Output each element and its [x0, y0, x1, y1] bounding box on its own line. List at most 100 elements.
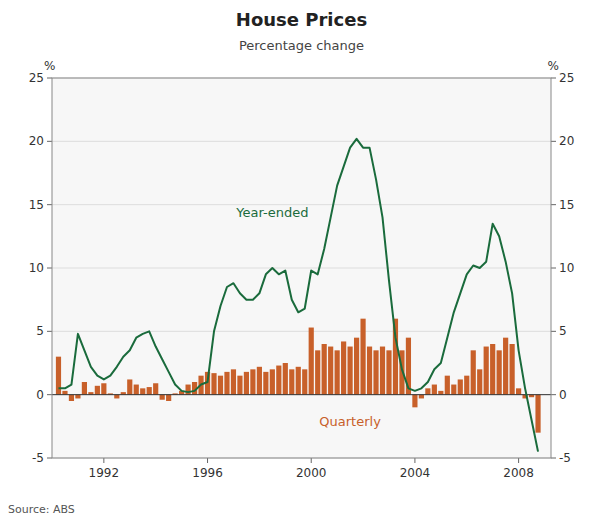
annotation: Quarterly — [319, 414, 381, 429]
bar — [289, 369, 294, 394]
bar — [535, 395, 540, 433]
bar — [127, 379, 132, 394]
y-tick — [47, 268, 52, 269]
bar — [211, 373, 216, 395]
bar — [367, 347, 372, 395]
y2-tick — [551, 268, 556, 269]
source: Source: ABS — [8, 503, 75, 516]
line — [58, 139, 538, 452]
x-tick-label: 2000 — [296, 466, 327, 480]
marks — [52, 139, 551, 452]
bar — [309, 328, 314, 395]
bar — [471, 350, 476, 394]
bar — [412, 395, 417, 408]
bar — [140, 388, 145, 394]
x-tick — [103, 458, 104, 463]
bar — [315, 350, 320, 394]
y2-tick-label: 25 — [559, 71, 574, 85]
y-tick — [47, 394, 52, 395]
bar — [224, 372, 229, 395]
bar — [373, 350, 378, 394]
bar — [250, 369, 255, 394]
chart: House Prices Percentage change%% Source: A… — [0, 0, 603, 521]
bar — [62, 391, 67, 395]
bar — [445, 376, 450, 395]
bar — [341, 341, 346, 394]
y-tick-label: 0 — [36, 388, 44, 402]
bar — [497, 350, 502, 394]
y2-tick — [551, 331, 556, 332]
y2-tick — [551, 394, 556, 395]
bar — [510, 344, 515, 395]
bar — [82, 382, 87, 395]
bar — [134, 385, 139, 395]
bar — [464, 376, 469, 395]
bar — [153, 383, 158, 394]
grid-line — [52, 331, 551, 332]
y-tick — [47, 331, 52, 332]
plot-area — [52, 78, 551, 458]
y-tick-label: 20 — [29, 134, 44, 148]
bar — [101, 383, 106, 394]
x-tick — [207, 458, 208, 463]
x-tick-label: 2004 — [400, 466, 431, 480]
y2-tick-label: 15 — [559, 198, 574, 212]
bar — [75, 395, 80, 399]
bar — [328, 347, 333, 395]
bar — [147, 387, 152, 395]
y2-tick-label: -5 — [559, 451, 571, 465]
bar — [322, 344, 327, 395]
y-tick — [47, 78, 52, 79]
bar — [231, 369, 236, 394]
subtitle: Percentage change — [239, 38, 364, 53]
bar — [335, 350, 340, 394]
bar — [354, 338, 359, 395]
y-tick-label: 15 — [29, 198, 44, 212]
bar — [257, 367, 262, 395]
y2-tick-label: 20 — [559, 134, 574, 148]
annotation: Year-ended — [235, 205, 308, 220]
bar — [451, 385, 456, 395]
grid-line — [52, 394, 551, 395]
bar — [95, 386, 100, 395]
bar — [218, 376, 223, 395]
x-tick-label: 1992 — [89, 466, 120, 480]
y-tick — [47, 458, 52, 459]
bar — [296, 367, 301, 395]
bar — [438, 391, 443, 395]
x-tick-label: 1996 — [192, 466, 223, 480]
y-tick — [47, 204, 52, 205]
y-axis-label: % — [44, 59, 55, 73]
bar — [432, 385, 437, 395]
title: House Prices — [236, 9, 367, 30]
x-tick — [311, 458, 312, 463]
y2-tick-label: 10 — [559, 261, 574, 275]
bar — [302, 369, 307, 394]
y2-tick-label: 0 — [559, 388, 567, 402]
bar — [114, 395, 119, 399]
bar — [380, 347, 385, 395]
bar — [458, 379, 463, 394]
y2-tick-label: 5 — [559, 324, 567, 338]
bar — [244, 372, 249, 395]
bar — [419, 395, 424, 399]
bar — [425, 388, 430, 394]
bar — [270, 369, 275, 394]
x-tick — [414, 458, 415, 463]
y-tick-label: 5 — [36, 324, 44, 338]
bar — [166, 395, 171, 401]
x-tick-label: 2008 — [503, 466, 534, 480]
zero-line — [52, 394, 551, 395]
y-tick-label: 10 — [29, 261, 44, 275]
bar — [348, 347, 353, 395]
bar — [490, 344, 495, 395]
y2-tick — [551, 78, 556, 79]
y2-tick — [551, 458, 556, 459]
grid-line — [52, 141, 551, 142]
y2-axis-label: % — [548, 59, 559, 73]
bar — [503, 338, 508, 395]
bar — [516, 388, 521, 394]
y2-tick — [551, 204, 556, 205]
bar — [477, 369, 482, 394]
bar — [283, 363, 288, 395]
